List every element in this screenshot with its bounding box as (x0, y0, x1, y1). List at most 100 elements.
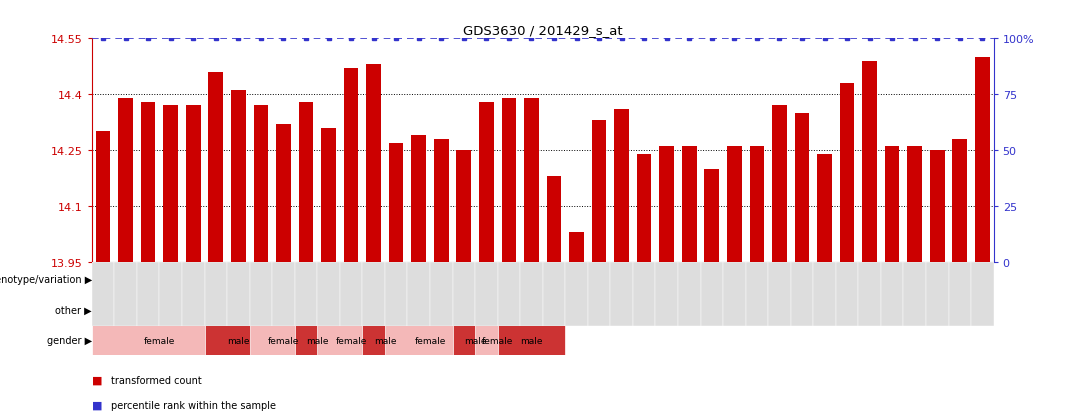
Bar (701, 262, 724, 326)
Bar (254, 106, 268, 262)
Bar (772, 106, 786, 262)
Bar (389, 143, 404, 262)
Bar (521, 295, 565, 325)
Text: male: male (306, 336, 328, 345)
Bar (637, 154, 651, 262)
Text: pair 20: pair 20 (325, 305, 354, 314)
Bar (295, 325, 340, 355)
Bar (137, 262, 160, 326)
Title: GDS3630 / 201429_s_at: GDS3630 / 201429_s_at (463, 24, 622, 37)
Bar (862, 62, 877, 262)
Bar (92, 325, 227, 355)
Bar (295, 295, 340, 325)
Text: male: male (227, 336, 249, 345)
Bar (249, 262, 272, 326)
Bar (384, 325, 475, 355)
Bar (92, 262, 114, 326)
Bar (521, 262, 543, 326)
Bar (681, 147, 697, 262)
Bar (92, 264, 543, 294)
Bar (633, 262, 656, 326)
Bar (343, 69, 359, 262)
Text: pair 27: pair 27 (461, 305, 489, 314)
Bar (953, 140, 967, 262)
Bar (227, 262, 249, 326)
Bar (276, 125, 291, 262)
Bar (430, 262, 453, 326)
Bar (745, 262, 768, 326)
Bar (724, 262, 745, 326)
Bar (475, 262, 498, 326)
Bar (453, 295, 498, 325)
Bar (795, 114, 809, 262)
Bar (791, 262, 813, 326)
Bar (140, 102, 156, 262)
Bar (160, 295, 204, 325)
Text: female: female (415, 336, 446, 345)
Bar (501, 99, 516, 262)
Bar (208, 73, 224, 262)
Bar (678, 262, 701, 326)
Text: gender ▶: gender ▶ (46, 335, 92, 345)
Text: pair 24: pair 24 (393, 305, 421, 314)
Bar (480, 102, 494, 262)
Bar (299, 102, 313, 262)
Bar (384, 295, 430, 325)
Text: pair 28: pair 28 (484, 305, 512, 314)
Text: dizygotic twin: dizygotic twin (729, 274, 807, 284)
Bar (363, 325, 407, 355)
Text: male: male (521, 336, 542, 345)
Bar (340, 295, 384, 325)
Bar (971, 262, 994, 326)
Bar (859, 262, 881, 326)
Bar (948, 262, 971, 326)
Bar (885, 147, 900, 262)
Bar (137, 295, 181, 325)
Text: male: male (463, 336, 486, 345)
Bar (204, 262, 227, 326)
Text: pair 6: pair 6 (215, 305, 239, 314)
Bar (475, 325, 521, 355)
Bar (813, 262, 836, 326)
Text: pair 7: pair 7 (238, 305, 261, 314)
Text: pair 26: pair 26 (438, 305, 467, 314)
Text: pair 2: pair 2 (125, 305, 149, 314)
Text: female: female (268, 336, 299, 345)
Bar (363, 262, 384, 326)
Bar (227, 295, 272, 325)
Bar (704, 169, 719, 262)
Bar (363, 295, 407, 325)
Bar (204, 295, 249, 325)
Text: pair 22: pair 22 (528, 305, 557, 314)
Text: pair 8: pair 8 (260, 305, 284, 314)
Bar (318, 262, 340, 326)
Bar (660, 147, 674, 262)
Text: transformed count: transformed count (111, 375, 202, 385)
Text: genotype/variation ▶: genotype/variation ▶ (0, 274, 92, 284)
Bar (904, 262, 926, 326)
Bar (565, 262, 588, 326)
Bar (272, 262, 295, 326)
Bar (569, 233, 584, 262)
Text: pair 29: pair 29 (505, 305, 535, 314)
Bar (366, 65, 381, 262)
Bar (592, 121, 606, 262)
Text: pair 4: pair 4 (171, 305, 193, 314)
Text: female: female (336, 336, 367, 345)
Bar (498, 262, 521, 326)
Text: male: male (374, 336, 396, 345)
Bar (543, 262, 565, 326)
Text: ■: ■ (92, 400, 103, 410)
Bar (524, 99, 539, 262)
Text: pair 23: pair 23 (370, 305, 400, 314)
Bar (498, 325, 565, 355)
Bar (430, 295, 475, 325)
Bar (92, 295, 137, 325)
Bar (727, 147, 742, 262)
Text: pair 5: pair 5 (193, 305, 216, 314)
Bar (318, 295, 363, 325)
Bar (411, 136, 426, 262)
Bar (181, 262, 204, 326)
Bar (318, 325, 384, 355)
Bar (840, 84, 854, 262)
